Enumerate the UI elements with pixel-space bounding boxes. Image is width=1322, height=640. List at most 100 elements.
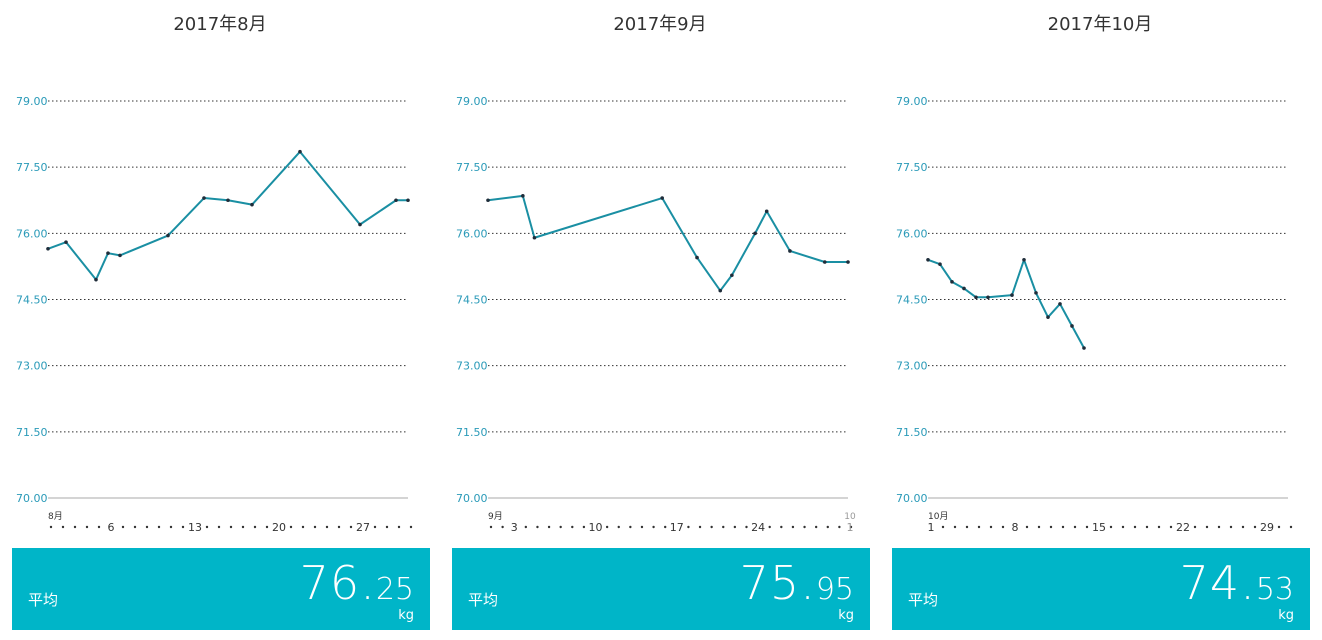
weight-point bbox=[730, 273, 734, 278]
day-dot bbox=[1205, 525, 1209, 529]
month-label: 8月 bbox=[48, 511, 63, 522]
day-dot bbox=[1145, 525, 1149, 529]
day-dot bbox=[397, 525, 401, 529]
x-tick-label: 3 bbox=[511, 521, 518, 534]
day-dot bbox=[1001, 525, 1005, 529]
weight-point bbox=[846, 260, 850, 264]
y-tick-label: 71.50 bbox=[896, 426, 928, 439]
x-tick-label: 17 bbox=[670, 521, 684, 534]
average-box: 平均 75.95 kg bbox=[452, 548, 870, 630]
day-dot bbox=[663, 525, 667, 529]
day-dot bbox=[524, 525, 528, 529]
panel-october: 79.00 77.50 76.00 74.50 73.00 71.50 70.00 10月 1 8… bbox=[880, 0, 1320, 640]
day-dot bbox=[229, 525, 233, 529]
day-dot bbox=[826, 525, 829, 529]
chart-title: 2017年8月 bbox=[173, 14, 267, 35]
average-value: 76.25 bbox=[300, 556, 414, 610]
weight-point bbox=[118, 253, 122, 258]
x-tick-label: 20 bbox=[272, 521, 286, 534]
weight-point bbox=[226, 198, 230, 203]
weight-point bbox=[1070, 324, 1074, 328]
day-dot bbox=[1157, 525, 1161, 529]
weight-line bbox=[487, 194, 848, 292]
y-tick-label: 74.50 bbox=[896, 294, 928, 307]
day-dot bbox=[941, 525, 945, 529]
day-dot bbox=[313, 525, 317, 529]
day-dot bbox=[791, 525, 795, 529]
day-dot bbox=[803, 525, 806, 529]
day-dot bbox=[145, 525, 149, 529]
y-tick-label: 79.00 bbox=[16, 95, 48, 108]
day-dot bbox=[733, 525, 737, 529]
panel-august: 79.00 77.50 76.00 74.50 73.00 71.50 70.00 8月 6 13… bbox=[0, 0, 440, 640]
day-dot bbox=[745, 525, 748, 529]
average-value-integer: 75. bbox=[739, 556, 816, 610]
x-tick-label: 22 bbox=[1176, 521, 1190, 534]
weight-point bbox=[521, 194, 525, 198]
y-tick-label: 79.00 bbox=[896, 95, 928, 108]
y-tick-label: 77.50 bbox=[896, 161, 928, 174]
day-dot bbox=[838, 525, 841, 529]
day-dot bbox=[617, 525, 620, 529]
next-month-label: 10 bbox=[844, 512, 856, 522]
weight-point bbox=[926, 258, 930, 262]
x-tick-label: 27 bbox=[356, 521, 370, 534]
x-tick-label: 10 bbox=[589, 521, 603, 534]
y-tick-label: 74.50 bbox=[456, 294, 488, 307]
average-label: 平均 bbox=[468, 591, 499, 609]
weight-point bbox=[106, 251, 110, 255]
day-dot bbox=[1277, 525, 1281, 529]
average-value: 74.53 bbox=[1180, 556, 1294, 610]
unit-label: kg bbox=[398, 608, 414, 623]
weight-point bbox=[962, 286, 966, 291]
day-dot bbox=[1289, 525, 1293, 529]
day-dot bbox=[301, 525, 305, 529]
day-dot bbox=[582, 525, 586, 529]
day-dot bbox=[409, 525, 413, 529]
chart-title: 2017年10月 bbox=[1047, 14, 1153, 35]
day-dot bbox=[61, 525, 65, 529]
day-dot bbox=[265, 525, 269, 529]
average-value-decimal: 95 bbox=[815, 572, 854, 607]
weight-point bbox=[46, 246, 50, 251]
x-tick-label: 6 bbox=[108, 521, 115, 534]
average-box: 平均 74.53 kg bbox=[892, 548, 1310, 630]
day-dot bbox=[1133, 525, 1137, 529]
y-tick-label: 79.00 bbox=[456, 95, 488, 108]
day-dot bbox=[536, 525, 539, 529]
x-tick-label: 1 bbox=[928, 521, 935, 534]
weight-line bbox=[47, 150, 408, 281]
day-dot bbox=[49, 525, 53, 529]
day-dot bbox=[1109, 525, 1113, 529]
day-dot bbox=[349, 525, 353, 529]
weight-point bbox=[532, 235, 537, 240]
y-tick-label: 73.00 bbox=[16, 360, 48, 373]
y-tick-label: 77.50 bbox=[16, 161, 48, 174]
day-dot bbox=[977, 525, 981, 529]
average-value: 75.95 bbox=[740, 556, 854, 610]
weight-point bbox=[788, 249, 792, 253]
weight-point bbox=[1046, 315, 1050, 319]
day-dot bbox=[710, 525, 713, 529]
unit-label: kg bbox=[1278, 608, 1294, 623]
day-dot bbox=[325, 525, 329, 529]
y-tick-label: 73.00 bbox=[456, 360, 488, 373]
day-dot bbox=[1169, 525, 1173, 529]
weight-point bbox=[974, 295, 978, 300]
day-dot bbox=[605, 525, 609, 529]
x-tick-label: 13 bbox=[188, 521, 202, 534]
day-dot bbox=[1025, 525, 1029, 529]
weight-point bbox=[938, 262, 942, 267]
day-dot bbox=[768, 525, 771, 529]
day-dot bbox=[253, 525, 257, 529]
y-tick-label: 71.50 bbox=[456, 426, 488, 439]
y-tick-label: 77.50 bbox=[456, 161, 488, 174]
day-dot bbox=[559, 525, 562, 529]
weight-point bbox=[166, 233, 170, 238]
weight-point bbox=[486, 198, 490, 203]
day-dot bbox=[337, 525, 341, 529]
day-dot bbox=[133, 525, 137, 529]
